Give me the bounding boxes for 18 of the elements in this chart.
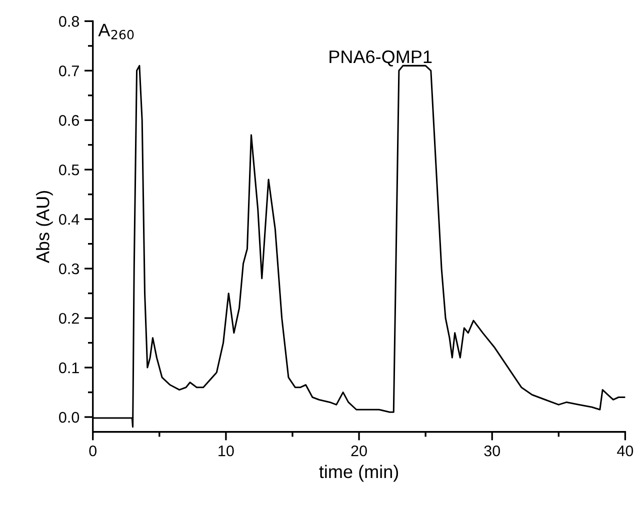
x-tick-label: 30 <box>484 445 500 456</box>
y-tick-label: 0.0 <box>59 412 80 423</box>
x-tick-label: 20 <box>351 445 367 456</box>
y-tick-label: 0.3 <box>59 263 79 274</box>
x-axis-title: time (min) <box>319 464 398 482</box>
y-tick-label: 0.4 <box>59 214 80 225</box>
y-tick-label: 0.8 <box>59 16 79 27</box>
x-tick-label: 40 <box>617 445 634 456</box>
y-tick-label: 0.5 <box>59 164 80 176</box>
x-tick-label: 0 <box>89 445 97 456</box>
x-tick-label: 10 <box>218 445 234 456</box>
y-tick-label: 0.2 <box>59 312 79 324</box>
y-tick-label: 0.6 <box>59 114 79 126</box>
y-axis-title: Abs (AU) <box>36 191 53 264</box>
annotation: A$_{260}$ <box>98 24 134 40</box>
y-tick-label: 0.7 <box>59 66 79 76</box>
annotation: PNA6-QMP1 <box>330 50 432 66</box>
y-tick-label: 0.1 <box>59 362 79 374</box>
